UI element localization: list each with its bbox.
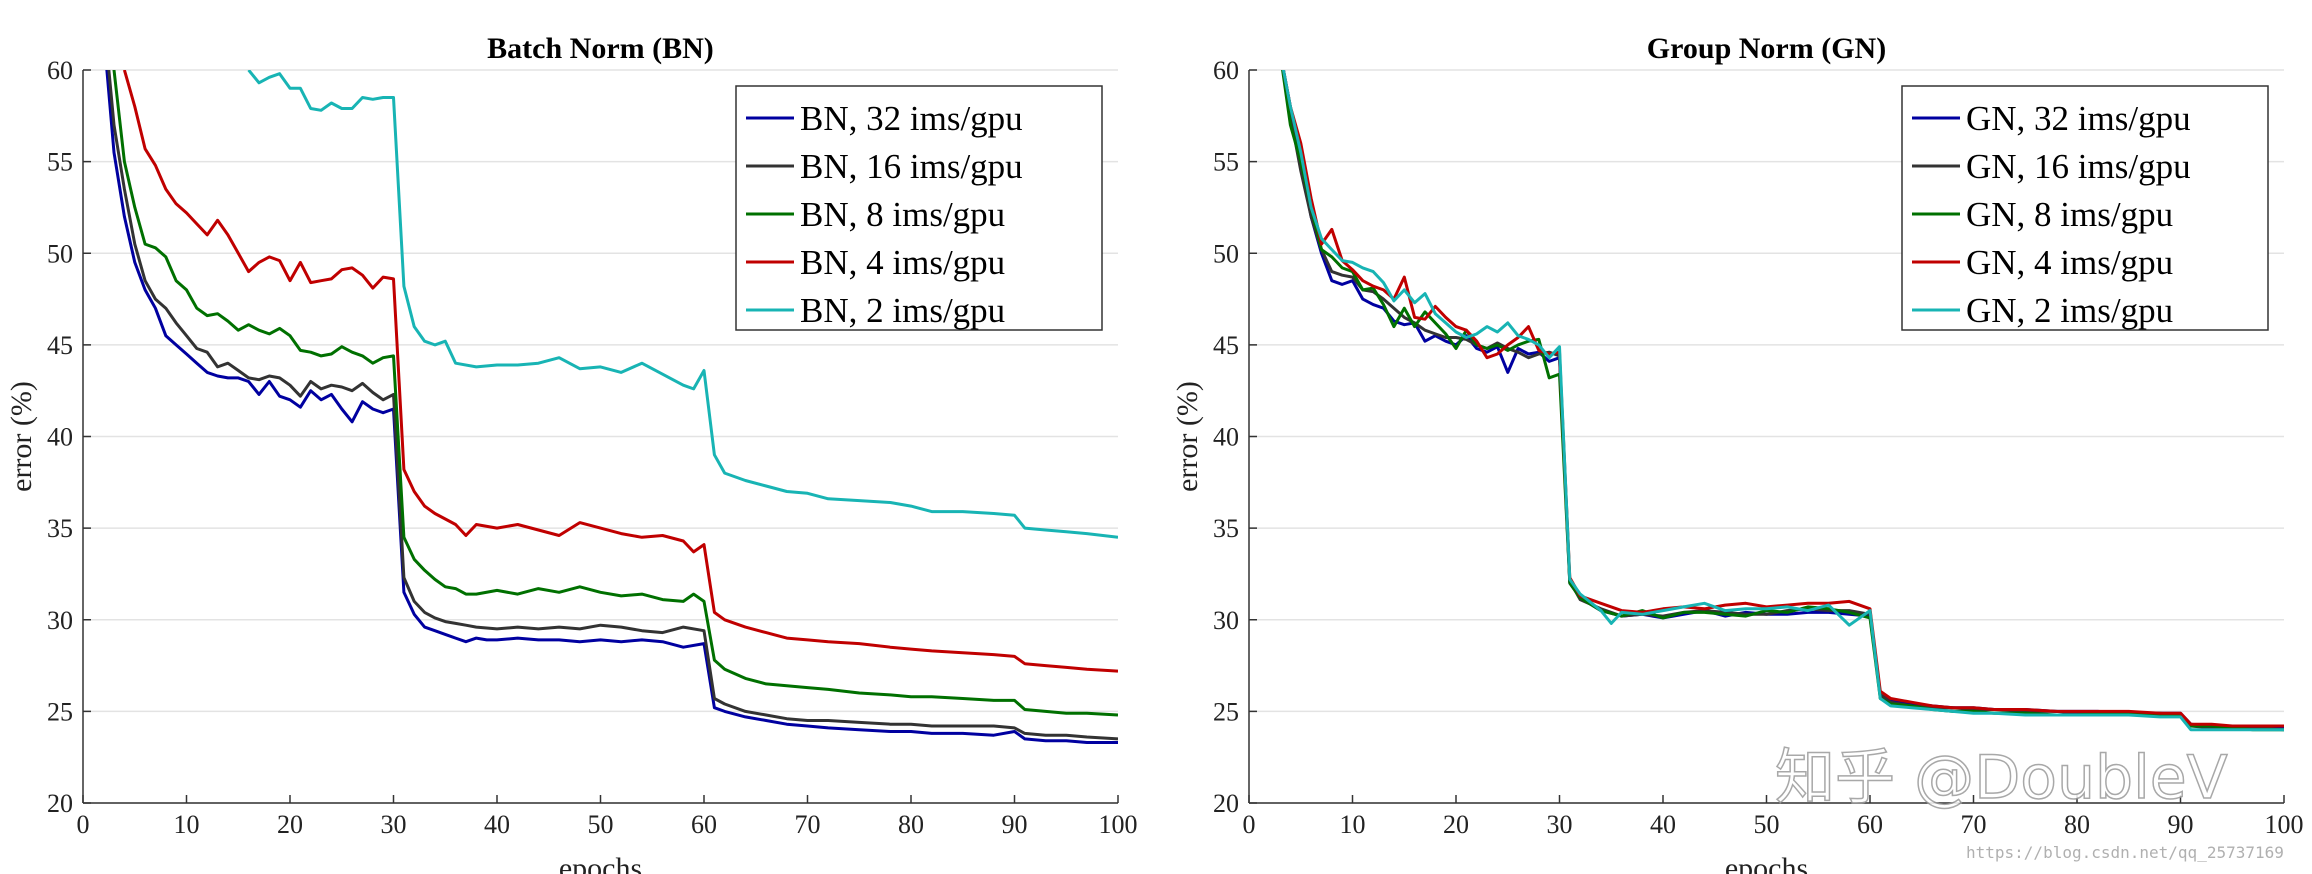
legend-box — [1901, 85, 2269, 331]
x-tick-label: 10 — [174, 810, 200, 839]
y-tick-label: 25 — [1213, 697, 1239, 726]
y-axis-label: error (%) — [1171, 381, 1204, 492]
x-tick-label: 60 — [691, 810, 717, 839]
y-tick-label: 55 — [1213, 148, 1239, 177]
legend-label: GN, 16 ims/gpu — [1966, 147, 2191, 186]
y-tick-label: 50 — [1213, 239, 1239, 268]
watermark: 知乎 @DoubleV https://blog.csdn.net/qq_257… — [1774, 742, 2284, 862]
chart-title: Group Norm (GN) — [1647, 32, 1886, 65]
series-line-4 — [247, 70, 1118, 539]
chart-title: Batch Norm (BN) — [487, 32, 714, 65]
y-tick-label: 45 — [1213, 331, 1239, 360]
x-tick-label: 20 — [277, 810, 303, 839]
legend-label: BN, 2 ims/gpu — [800, 291, 1005, 330]
watermark-url: https://blog.csdn.net/qq_25737169 — [1966, 843, 2284, 862]
x-tick-label: 40 — [484, 810, 510, 839]
x-axis-label: epochs — [1725, 852, 1808, 874]
y-tick-label: 60 — [47, 56, 73, 85]
x-tick-label: 40 — [1650, 810, 1676, 839]
legend-label: GN, 8 ims/gpu — [1966, 195, 2173, 234]
y-tick-label: 60 — [1213, 56, 1239, 85]
y-tick-label: 30 — [47, 606, 73, 635]
series-line-3 — [1281, 70, 2284, 728]
watermark-text: 知乎 @DoubleV — [1775, 743, 2228, 813]
x-tick-label: 30 — [381, 810, 407, 839]
y-tick-label: 40 — [47, 423, 73, 452]
y-tick-label: 40 — [1213, 423, 1239, 452]
legend-label: GN, 32 ims/gpu — [1966, 99, 2191, 138]
series-lines — [105, 70, 1118, 744]
legend-label: BN, 4 ims/gpu — [800, 243, 1005, 282]
x-tick-label: 80 — [2064, 810, 2090, 839]
panel-group-norm: 0 10 20 30 40 50 60 70 80 90 100 20 25 30 35 40 45 50 55 60… — [1171, 32, 2304, 874]
x-tick-label: 90 — [1002, 810, 1028, 839]
y-tick-label: 35 — [1213, 514, 1239, 543]
y-axis-label: error (%) — [5, 381, 38, 492]
x-tick-label: 80 — [898, 810, 924, 839]
x-axis-label: epochs — [559, 852, 642, 874]
series-line-4 — [1281, 70, 2284, 732]
x-tick-label: 50 — [588, 810, 614, 839]
y-tick-label: 35 — [47, 514, 73, 543]
panel-batch-norm: 0 10 20 30 40 50 60 70 80 90 100 20 25 30 35 40 45 50 55 60… — [5, 32, 1138, 874]
y-tick-label: 30 — [1213, 606, 1239, 635]
y-tick-label: 20 — [1213, 789, 1239, 818]
legend-label: BN, 16 ims/gpu — [800, 147, 1023, 186]
x-tick-label: 100 — [2265, 810, 2304, 839]
x-tick-label: 20 — [1443, 810, 1469, 839]
y-tick-label: 25 — [47, 697, 73, 726]
x-tick-label: 30 — [1547, 810, 1573, 839]
x-tick-label: 0 — [77, 810, 90, 839]
x-tick-label: 100 — [1099, 810, 1138, 839]
series-line-0 — [105, 70, 1118, 744]
x-tick-label: 50 — [1754, 810, 1780, 839]
legend-label: GN, 2 ims/gpu — [1966, 291, 2173, 330]
x-tick-label: 70 — [1961, 810, 1987, 839]
y-tick-label: 20 — [47, 789, 73, 818]
x-tick-label: 70 — [795, 810, 821, 839]
x-tick-label: 60 — [1857, 810, 1883, 839]
x-tick-label: 0 — [1243, 810, 1256, 839]
legend: BN, 32 ims/gpu BN, 16 ims/gpu BN, 8 ims/gp… — [735, 85, 1103, 331]
series-line-3 — [122, 70, 1118, 673]
legend-label: BN, 8 ims/gpu — [800, 195, 1005, 234]
y-tick-label: 55 — [47, 148, 73, 177]
x-tick-label: 90 — [2168, 810, 2194, 839]
x-tick-label: 10 — [1340, 810, 1366, 839]
y-tick-label: 50 — [47, 239, 73, 268]
legend-label: BN, 32 ims/gpu — [800, 99, 1023, 138]
legend: GN, 32 ims/gpu GN, 16 ims/gpu GN, 8 ims/gp… — [1901, 85, 2269, 331]
series-line-1 — [107, 70, 1118, 741]
series-lines — [1281, 70, 2284, 732]
y-tick-label: 45 — [47, 331, 73, 360]
legend-label: GN, 4 ims/gpu — [1966, 243, 2173, 282]
legend-box — [735, 85, 1103, 331]
series-line-2 — [112, 70, 1118, 717]
